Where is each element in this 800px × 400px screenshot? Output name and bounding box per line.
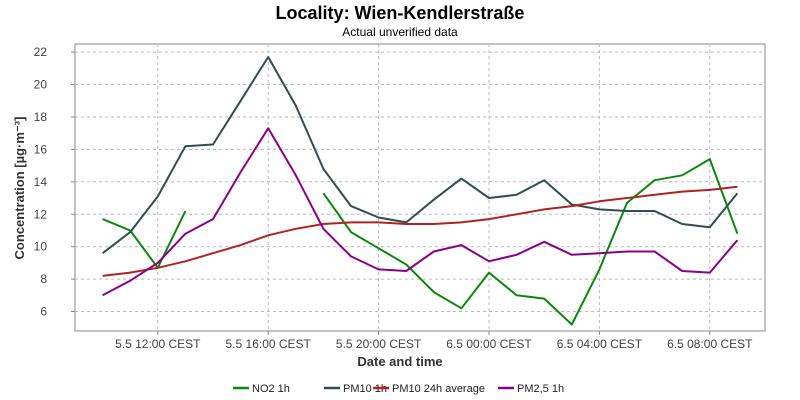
y-tick-label: 6: [40, 305, 47, 319]
legend-label-pm10-24h-average: PM10 24h average: [392, 383, 485, 395]
y-tick-label: 10: [34, 240, 48, 254]
y-tick-label: 8: [40, 272, 47, 286]
legend-label-pm2-5-1h: PM2,5 1h: [517, 383, 564, 395]
y-tick-label: 20: [34, 78, 48, 92]
series-group: [101, 56, 739, 326]
y-tick-label: 12: [34, 207, 48, 221]
legend: NO2 1h PM10 1h PM10 24h average PM2,5 1h: [233, 383, 564, 395]
x-axis-label: Date and time: [357, 354, 442, 369]
series-line-pm10-1h: [101, 56, 739, 254]
x-tick-label: 5.5 20:00 CEST: [336, 337, 422, 351]
y-axis-label: Concentration [µg·m⁻³]: [12, 117, 27, 260]
y-axis: 6 8 10 12 14 16 18 20 22: [34, 45, 75, 319]
series-line-no2-1h: [102, 158, 739, 326]
series-line-pm2-5-1h: [102, 127, 739, 297]
chart-title: Locality: Wien-Kendlerstraße: [276, 3, 525, 23]
y-tick-label: 22: [34, 45, 48, 59]
y-tick-label: 14: [34, 175, 48, 189]
x-tick-label: 6.5 08:00 CEST: [667, 337, 753, 351]
x-tick-label: 6.5 00:00 CEST: [446, 337, 532, 351]
y-tick-label: 16: [34, 142, 48, 156]
y-tick-label: 18: [34, 110, 48, 124]
plot-area: [74, 43, 766, 332]
x-axis: 5.5 12:00 CEST 5.5 16:00 CEST 5.5 20:00 CE…: [115, 331, 753, 351]
x-tick-label: 6.5 04:00 CEST: [557, 337, 643, 351]
chart-subtitle: Actual unverified data: [342, 25, 458, 39]
x-tick-label: 5.5 12:00 CEST: [115, 337, 201, 351]
series-line-pm10-24h-average: [102, 185, 738, 277]
legend-label-no2-1h: NO2 1h: [252, 383, 290, 395]
x-tick-label: 5.5 16:00 CEST: [226, 337, 312, 351]
legend-label-pm10-1h: PM10 1h: [343, 383, 387, 395]
